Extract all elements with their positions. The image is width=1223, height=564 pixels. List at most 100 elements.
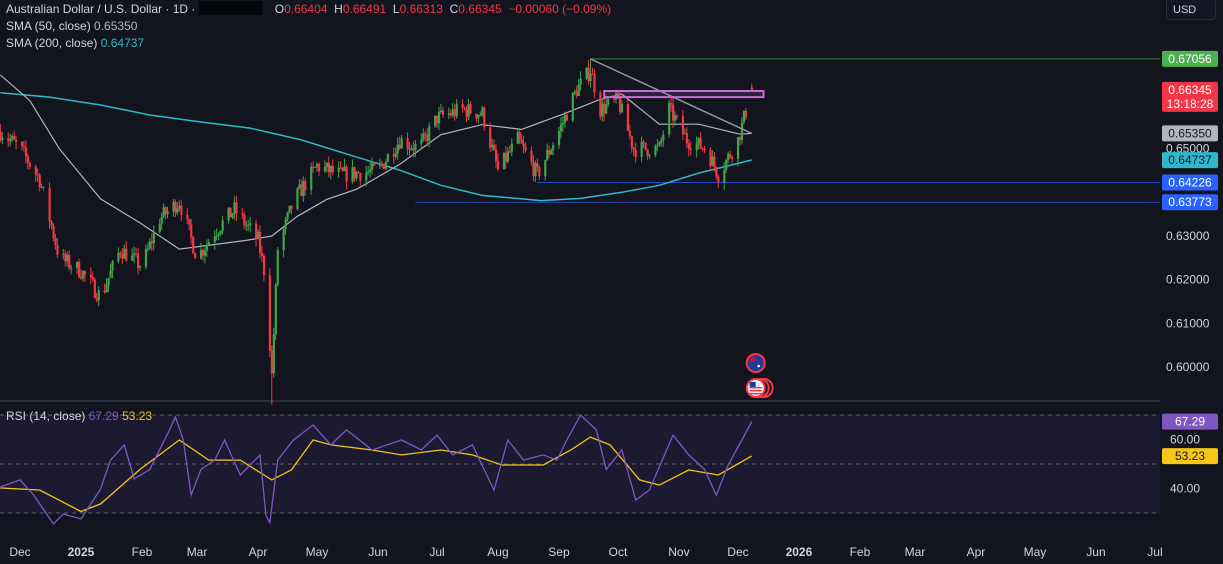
- time-tick-label: Dec: [727, 545, 748, 559]
- candle-body: [9, 139, 12, 142]
- rsi-legend[interactable]: RSI (14, close) 67.29 53.23: [6, 409, 153, 423]
- candle: [13, 130, 16, 141]
- candle: [538, 165, 541, 180]
- candle: [83, 270, 87, 282]
- candle-body: [255, 223, 258, 239]
- candle-body: [135, 253, 138, 255]
- candle-body: [325, 162, 329, 167]
- candle: [483, 106, 486, 131]
- candle: [544, 159, 547, 181]
- candle-body: [378, 163, 382, 166]
- australia-flag-event[interactable]: [745, 353, 766, 373]
- candle-body: [150, 241, 153, 244]
- candle-body: [15, 139, 18, 142]
- candle: [121, 247, 124, 265]
- candle-body: [506, 151, 510, 162]
- price-badge-text: 0.66345: [1168, 83, 1212, 97]
- candle: [380, 160, 384, 169]
- candle-body: [93, 279, 96, 298]
- candle: [302, 176, 305, 203]
- candle-body: [26, 156, 30, 164]
- candle-body: [95, 297, 98, 301]
- rsi-badge: [1162, 448, 1218, 465]
- candle: [257, 229, 260, 240]
- time-tick-label: Aug: [487, 545, 508, 559]
- sma50-legend[interactable]: SMA (50, close) 0.65350: [6, 19, 138, 33]
- candle: [260, 245, 264, 263]
- trendline[interactable]: [590, 58, 753, 135]
- candle: [192, 236, 195, 254]
- candle-body: [123, 248, 126, 259]
- candle: [548, 145, 551, 158]
- candle-body: [144, 249, 148, 267]
- candle: [510, 138, 513, 157]
- candle: [585, 67, 588, 80]
- candle: [414, 139, 417, 158]
- resistance-zone[interactable]: [603, 90, 765, 99]
- symbol-legend: Australian Dollar / U.S. Dollar · 1D · O…: [6, 1, 611, 18]
- sma200-legend[interactable]: SMA (200, close) 0.64737: [6, 36, 145, 50]
- time-tick-label: Jun: [1086, 545, 1105, 559]
- candle-body: [260, 252, 264, 256]
- candle: [247, 219, 250, 231]
- candle: [137, 248, 140, 275]
- candle: [199, 242, 203, 260]
- candle-body: [524, 146, 527, 151]
- candle: [343, 159, 346, 172]
- rsi-tick-label: 40.00: [1170, 482, 1200, 496]
- currency-button[interactable]: USD: [1166, 0, 1216, 20]
- time-axis[interactable]: [0, 541, 1223, 564]
- candle-body: [386, 154, 390, 162]
- symbol-title[interactable]: Australian Dollar / U.S. Dollar · 1D ·: [6, 2, 196, 16]
- candle: [371, 157, 374, 175]
- candle-body: [573, 91, 576, 93]
- candle-body: [274, 284, 277, 335]
- candle-body: [0, 131, 2, 140]
- candle-body: [162, 207, 165, 217]
- rsi-badge-text: 67.29: [1175, 415, 1205, 429]
- candle-body: [382, 164, 386, 169]
- candle: [654, 144, 657, 158]
- candle-body: [709, 150, 712, 166]
- candle: [249, 216, 252, 233]
- candle-body: [434, 115, 437, 127]
- candle-body: [607, 98, 610, 105]
- candle-body: [148, 241, 152, 249]
- candle: [546, 143, 549, 161]
- candle: [24, 140, 28, 164]
- candle: [729, 150, 732, 159]
- candle: [219, 230, 222, 237]
- candle: [119, 251, 122, 259]
- candle-body: [79, 277, 83, 279]
- candle: [284, 216, 287, 235]
- candle: [62, 248, 65, 260]
- candle-body: [68, 254, 71, 269]
- candle: [518, 128, 521, 145]
- candle-body: [563, 114, 567, 123]
- candle-body: [22, 146, 26, 148]
- candle: [180, 199, 183, 222]
- candle-body: [384, 161, 388, 169]
- candle-body: [186, 214, 189, 220]
- candle: [662, 130, 665, 147]
- candle-body: [723, 169, 726, 183]
- candle-body: [738, 137, 742, 141]
- us-flag-event[interactable]: [745, 378, 774, 398]
- candle: [731, 155, 734, 164]
- candle-body: [530, 150, 533, 163]
- candle-body: [729, 153, 732, 158]
- candle: [672, 96, 675, 128]
- candle: [233, 196, 236, 220]
- candle-body: [131, 255, 134, 261]
- candle-body: [426, 134, 429, 141]
- time-tick-label: Jul: [429, 545, 444, 559]
- candle: [740, 117, 744, 145]
- candle-body: [510, 143, 513, 152]
- candle-body: [491, 144, 494, 148]
- candle: [736, 136, 740, 167]
- candle: [516, 129, 519, 144]
- candle: [162, 203, 165, 219]
- candle: [396, 137, 399, 160]
- price-badge-text: 0.64737: [1168, 153, 1212, 167]
